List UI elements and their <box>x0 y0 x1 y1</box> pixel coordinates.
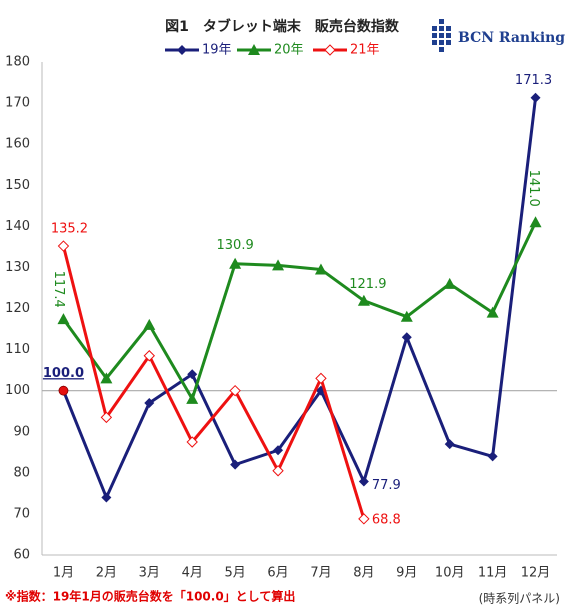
y-tick-label: 80 <box>13 465 30 480</box>
x-tick-label: 2月 <box>96 566 117 581</box>
point-marker <box>144 397 155 408</box>
data-label: 68.8 <box>372 512 401 527</box>
point-marker <box>143 318 156 330</box>
legend-marker <box>177 45 187 55</box>
x-tick-label: 8月 <box>353 566 374 581</box>
y-tick-label: 70 <box>13 506 30 521</box>
data-label: 141.0 <box>526 170 541 207</box>
point-marker <box>272 465 284 477</box>
x-tick-label: 6月 <box>267 566 288 581</box>
point-marker <box>530 92 541 103</box>
point-marker <box>273 445 284 456</box>
y-tick-label: 150 <box>5 178 30 193</box>
point-marker <box>187 369 198 380</box>
y-tick-label: 100 <box>5 383 30 398</box>
point-marker <box>186 392 199 404</box>
y-tick-label: 160 <box>5 137 30 152</box>
y-tick-label: 170 <box>5 96 30 111</box>
footnote: ※指数：19年1月の販売台数を「100.0」として算出 <box>5 589 295 604</box>
y-tick-label: 140 <box>5 219 30 234</box>
point-marker <box>529 216 542 228</box>
point-marker <box>315 372 327 385</box>
data-label: 135.2 <box>51 222 88 237</box>
y-tick-label: 60 <box>13 548 30 563</box>
data-label: 130.9 <box>217 238 254 253</box>
y-tick-label: 90 <box>13 424 30 439</box>
point-marker <box>401 332 412 343</box>
y-tick-label: 130 <box>5 260 30 275</box>
series-line <box>62 245 366 520</box>
x-tick-label: 1月 <box>53 566 74 581</box>
x-tick-label: 5月 <box>224 566 245 581</box>
x-tick-label: 3月 <box>139 566 160 581</box>
legend-marker <box>324 44 336 56</box>
data-label: 77.9 <box>372 478 401 493</box>
legend-marker <box>248 44 260 55</box>
point-marker <box>358 476 369 487</box>
data-label: 171.3 <box>515 73 552 88</box>
point-marker <box>101 492 112 503</box>
point-marker <box>100 372 113 384</box>
point-marker <box>230 459 241 470</box>
legend-label: 21年 <box>350 43 380 58</box>
logo-icon <box>432 19 451 52</box>
y-tick-label: 110 <box>5 342 30 357</box>
series-line <box>62 97 538 499</box>
point-marker <box>358 513 370 525</box>
point-marker <box>272 259 285 271</box>
data-label: 121.9 <box>349 277 386 292</box>
legend-label: 20年 <box>274 43 304 58</box>
point-marker <box>229 257 242 269</box>
x-tick-label: 9月 <box>396 566 417 581</box>
data-label: 117.4 <box>51 271 66 308</box>
chart-title: 図1 タブレット端末 販売台数指数 <box>165 18 400 35</box>
data-label: 100.0 <box>43 366 84 381</box>
y-tick-label: 180 <box>5 55 30 70</box>
x-tick-label: 4月 <box>182 566 203 581</box>
point-marker <box>400 310 413 322</box>
point-marker <box>186 436 198 448</box>
legend-label: 19年 <box>202 43 232 58</box>
point-marker <box>357 294 370 306</box>
x-tick-label: 10月 <box>435 566 465 581</box>
point-marker <box>487 451 498 462</box>
y-tick-label: 120 <box>5 301 30 316</box>
series-line <box>62 221 537 401</box>
point-marker <box>100 411 113 424</box>
point-marker <box>143 350 155 362</box>
source-note: (時系列パネル) <box>479 592 560 606</box>
point-marker <box>443 277 456 289</box>
point-marker <box>57 313 70 325</box>
base-marker <box>58 385 69 396</box>
x-tick-label: 7月 <box>310 566 331 581</box>
x-tick-label: 12月 <box>521 566 551 581</box>
point-marker <box>229 384 241 397</box>
logo-text: BCN Ranking <box>458 30 565 46</box>
point-marker <box>486 306 499 318</box>
point-marker <box>314 263 327 275</box>
x-tick-label: 11月 <box>478 566 508 581</box>
point-marker <box>57 240 70 252</box>
point-marker <box>444 439 455 450</box>
